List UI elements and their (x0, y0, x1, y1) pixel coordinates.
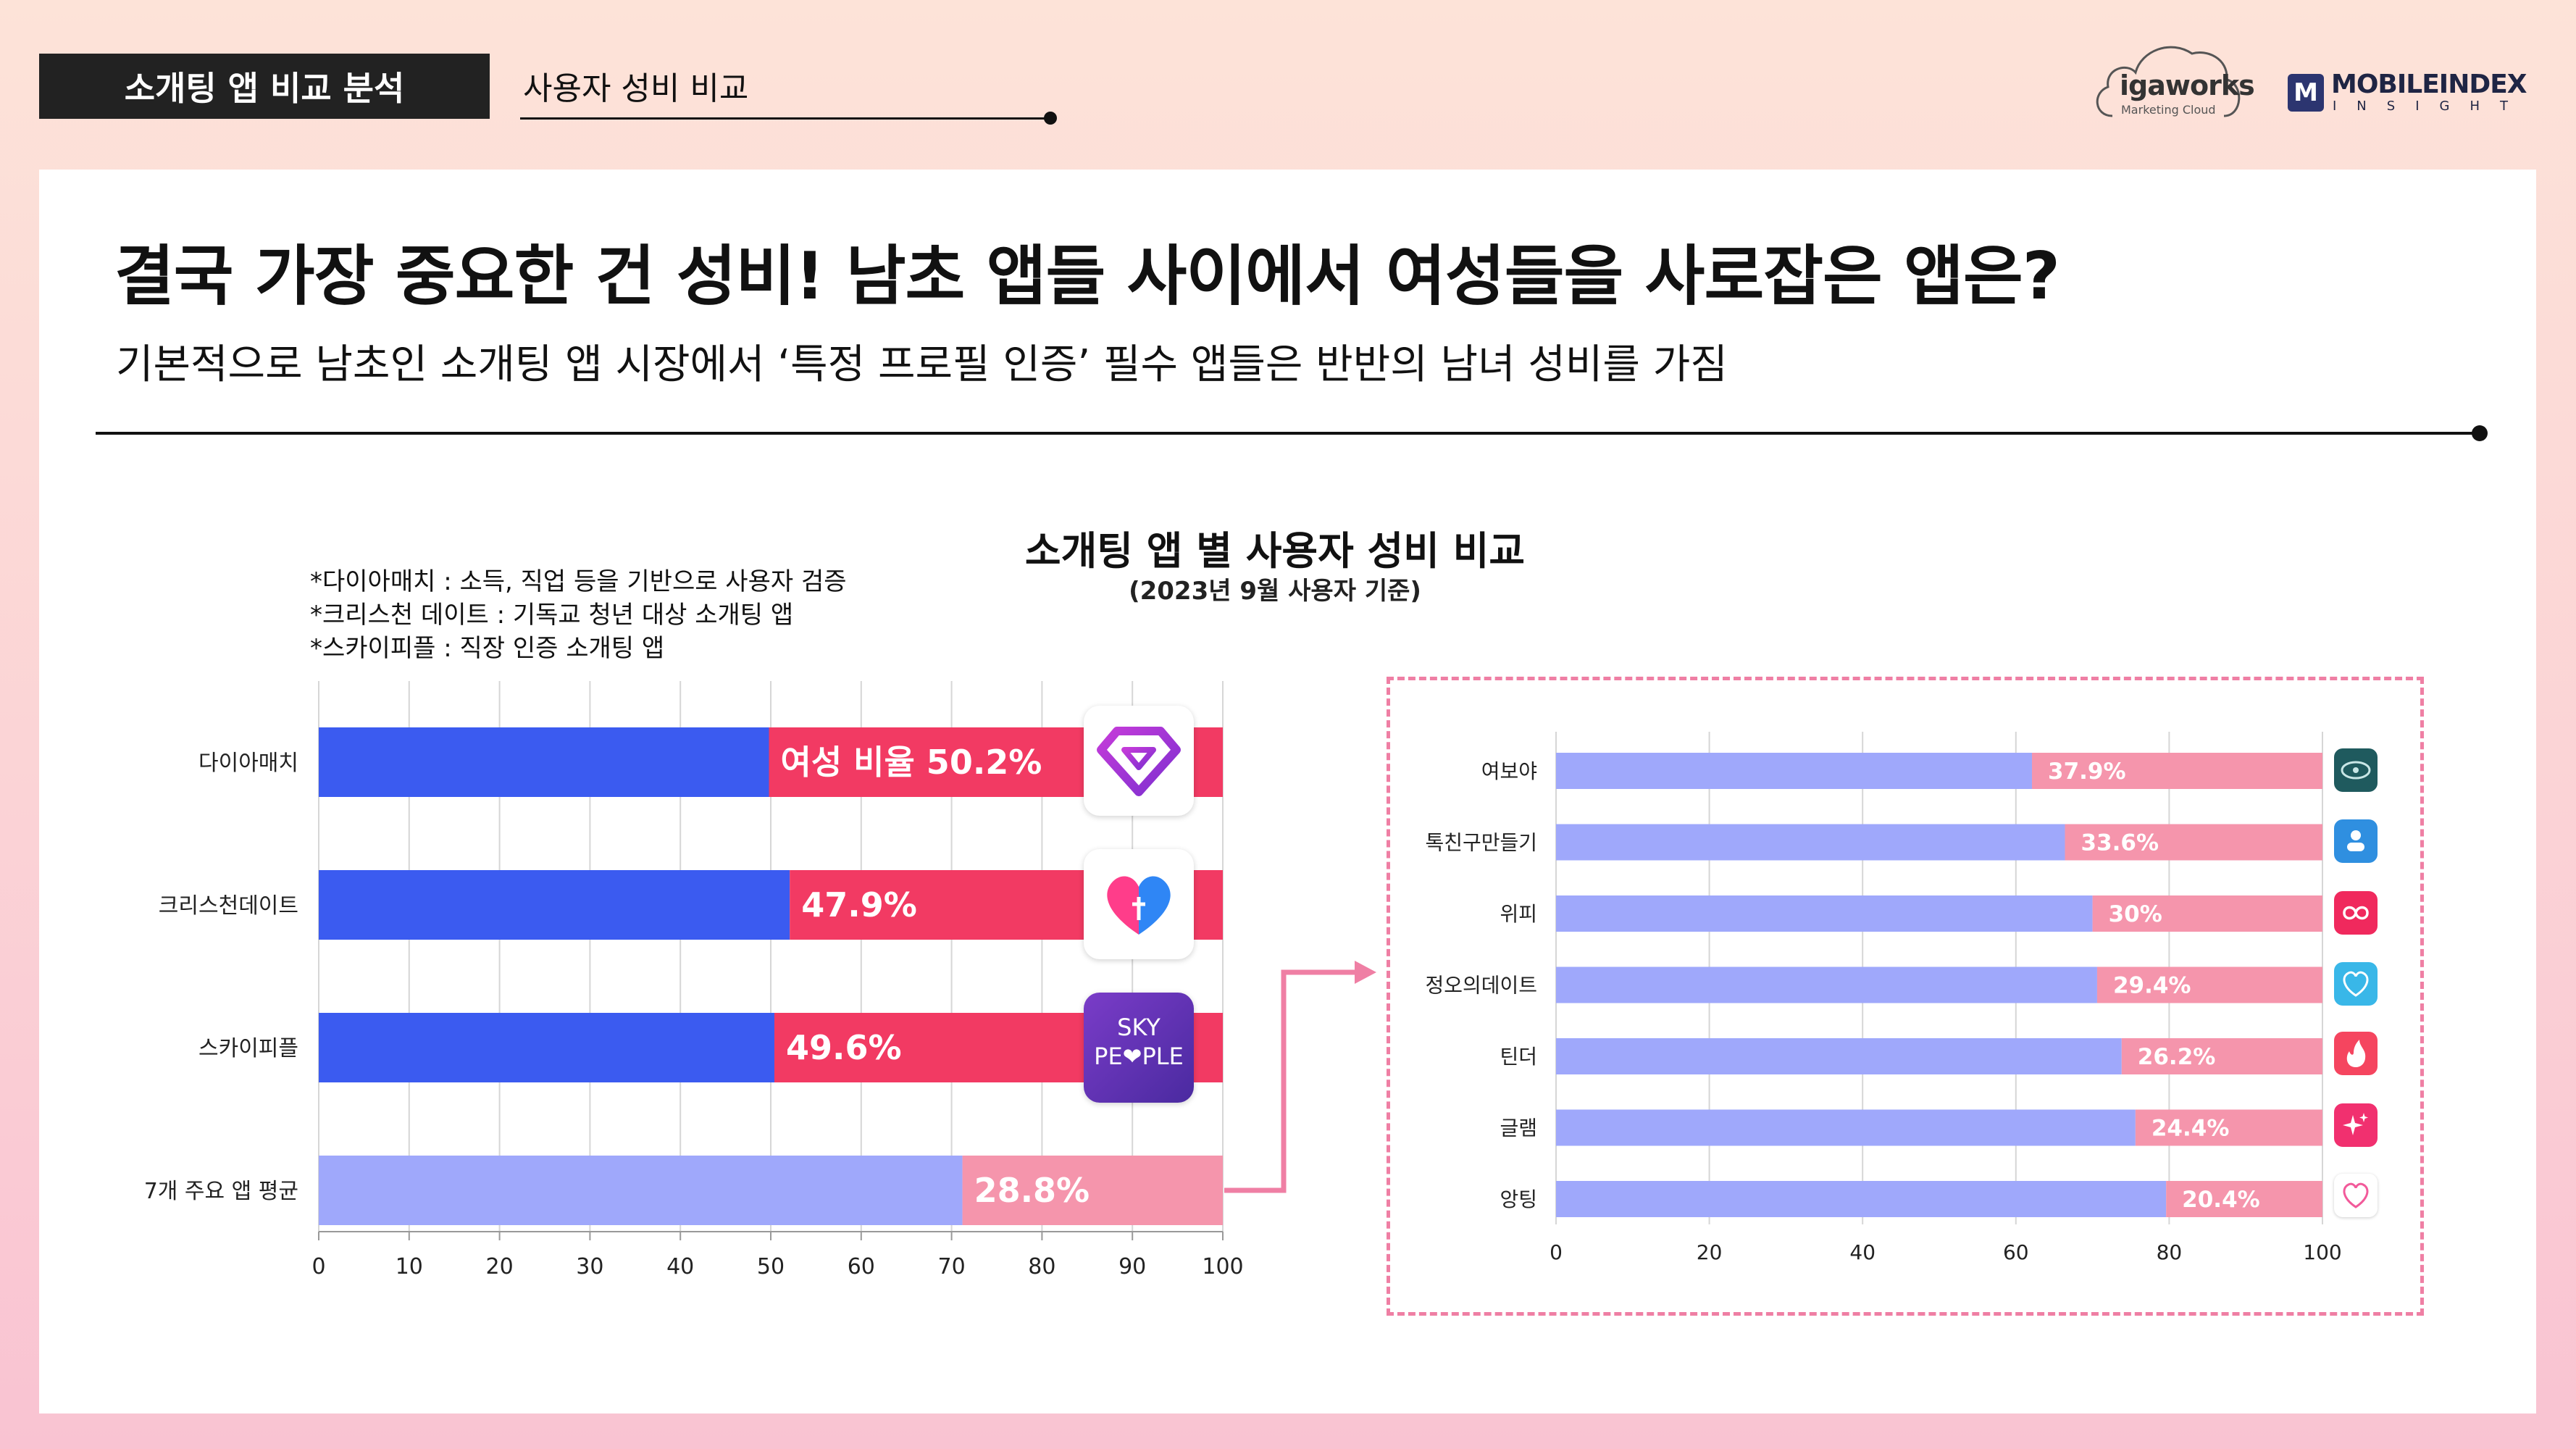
data-label: 여성 비율 50.2% (781, 743, 1042, 782)
subtitle-underline-dot (1044, 112, 1057, 125)
data-label: 26.2% (2138, 1044, 2216, 1070)
bar-male (1556, 1181, 2167, 1217)
x-tick-label: 10 (396, 1254, 423, 1279)
category-label: 정오의데이트 (1425, 974, 1537, 998)
bar-male (1556, 753, 2033, 789)
data-label: 30% (2109, 901, 2162, 927)
wippy-icon (2334, 891, 2378, 935)
footnote-skypeople: *스카이피플 : 직장 인증 소개팅 앱 (310, 634, 665, 663)
bar-male (319, 1013, 774, 1082)
data-label: 37.9% (2048, 759, 2126, 785)
data-label: 24.4% (2151, 1116, 2230, 1142)
section-tag: 소개팅 앱 비교 분석 (39, 54, 490, 119)
x-tick-label: 50 (757, 1254, 785, 1279)
bar-male (1556, 1109, 2136, 1146)
footnote-diamatch: *다이아매치 : 소득, 직업 등을 기반으로 사용자 검증 (310, 567, 847, 596)
section-subtitle: 사용자 성비 비교 (523, 70, 749, 107)
title-divider (96, 432, 2479, 435)
noon-date-icon (2334, 962, 2378, 1006)
heart-cross-icon (1107, 876, 1171, 935)
data-label: 20.4% (2182, 1187, 2260, 1213)
footnotes: *다이아매치 : 소득, 직업 등을 기반으로 사용자 검증 *크리스천 데이트… (310, 565, 847, 665)
category-label: 다이아매치 (198, 751, 298, 776)
chart-title: 소개팅 앱 별 사용자 성비 비교 (1024, 528, 1526, 574)
data-label: 28.8% (974, 1171, 1090, 1210)
skypeople-logo-sky: SKY (1117, 1014, 1161, 1041)
connector-arrowhead (1355, 961, 1376, 984)
bar-female (2032, 753, 2322, 789)
x-tick-label: 60 (2003, 1240, 2029, 1264)
mobileindex-badge: M (2288, 74, 2324, 112)
yeoboya-icon (2334, 748, 2378, 792)
data-label: 33.6% (2081, 830, 2159, 856)
igaworks-tagline: Marketing Cloud (2121, 103, 2216, 117)
x-tick-label: 40 (1849, 1240, 1875, 1264)
diamatch-app-icon (1084, 706, 1194, 816)
category-label: 여보야 (1481, 759, 1537, 783)
category-label: 7개 주요 앱 평균 (144, 1179, 298, 1204)
page-title: 결국 가장 중요한 건 성비! 남초 앱들 사이에서 여성들을 사로잡은 앱은? (114, 238, 2060, 314)
bar-female (2121, 1038, 2322, 1074)
data-label: 49.6% (786, 1028, 902, 1067)
bar-male (1556, 966, 2097, 1003)
data-label: 47.9% (801, 885, 917, 924)
bar-male (319, 1156, 963, 1225)
mobileindex-wordmark: MOBILEINDEX (2331, 70, 2527, 99)
x-tick-label: 0 (1550, 1240, 1563, 1264)
bar-female (2092, 895, 2322, 932)
x-tick-label: 90 (1118, 1254, 1146, 1279)
bar-male (1556, 824, 2065, 861)
category-label: 틴더 (1500, 1045, 1537, 1069)
detail-chart-frame (1387, 677, 2424, 1316)
bar-male (1556, 895, 2093, 932)
category-label: 위피 (1500, 902, 1537, 926)
cloud-icon (2096, 46, 2241, 117)
connector-line (1224, 969, 1356, 1193)
diamond-heart-icon (1097, 727, 1181, 796)
bar-male (319, 727, 769, 797)
angting-icon (2334, 1174, 2378, 1217)
x-tick-label: 60 (848, 1254, 875, 1279)
bar-male (1556, 1038, 2122, 1074)
skypeople-app-icon: SKY PE❤PLE (1084, 993, 1194, 1103)
x-tick-label: 30 (576, 1254, 603, 1279)
category-label: 크리스천데이트 (159, 893, 298, 919)
bar-female (2096, 966, 2322, 1003)
bar-female (2166, 1181, 2322, 1217)
x-tick-label: 40 (666, 1254, 694, 1279)
x-tick-label: 0 (311, 1254, 325, 1279)
x-tick-label: 80 (2157, 1240, 2183, 1264)
category-label: 스카이피플 (198, 1036, 298, 1061)
page-subtitle: 기본적으로 남초인 소개팅 앱 시장에서 ‘특정 프로필 인증’ 필수 앱들은 … (116, 341, 1728, 388)
skypeople-logo-people: PE❤PLE (1094, 1043, 1184, 1070)
chart-subtitle: (2023년 9월 사용자 기준) (1129, 577, 1421, 606)
bar-female (2065, 824, 2322, 861)
x-tick-label: 100 (1202, 1254, 1243, 1279)
bar-female (2135, 1109, 2322, 1146)
subtitle-underline (520, 117, 1049, 120)
bar-female (962, 1156, 1223, 1225)
category-label: 톡친구만들기 (1425, 831, 1537, 855)
x-tick-label: 80 (1028, 1254, 1055, 1279)
footnote-christian: *크리스천 데이트 : 기독교 청년 대상 소개팅 앱 (310, 601, 794, 630)
x-tick-label: 20 (1697, 1240, 1723, 1264)
talk-friend-icon (2334, 819, 2378, 863)
igaworks-logo: igaworks Marketing Cloud (2091, 36, 2255, 123)
category-label: 앙팅 (1500, 1187, 1537, 1211)
glam-sparkle-icon (2334, 1103, 2378, 1147)
x-tick-label: 20 (486, 1254, 514, 1279)
bar-male (319, 870, 790, 940)
mobileindex-insight: INSIGHT (2333, 99, 2528, 114)
x-tick-label: 100 (2303, 1240, 2341, 1264)
title-divider-dot (2472, 425, 2488, 441)
data-label: 29.4% (2113, 973, 2191, 999)
igaworks-wordmark: igaworks (2120, 70, 2255, 101)
x-tick-label: 70 (938, 1254, 966, 1279)
tinder-flame-icon (2334, 1032, 2378, 1075)
skypeople-logo-text: SKY PE❤PLE (1084, 1013, 1194, 1071)
christian-date-app-icon (1084, 849, 1194, 959)
category-label: 글램 (1500, 1116, 1537, 1140)
